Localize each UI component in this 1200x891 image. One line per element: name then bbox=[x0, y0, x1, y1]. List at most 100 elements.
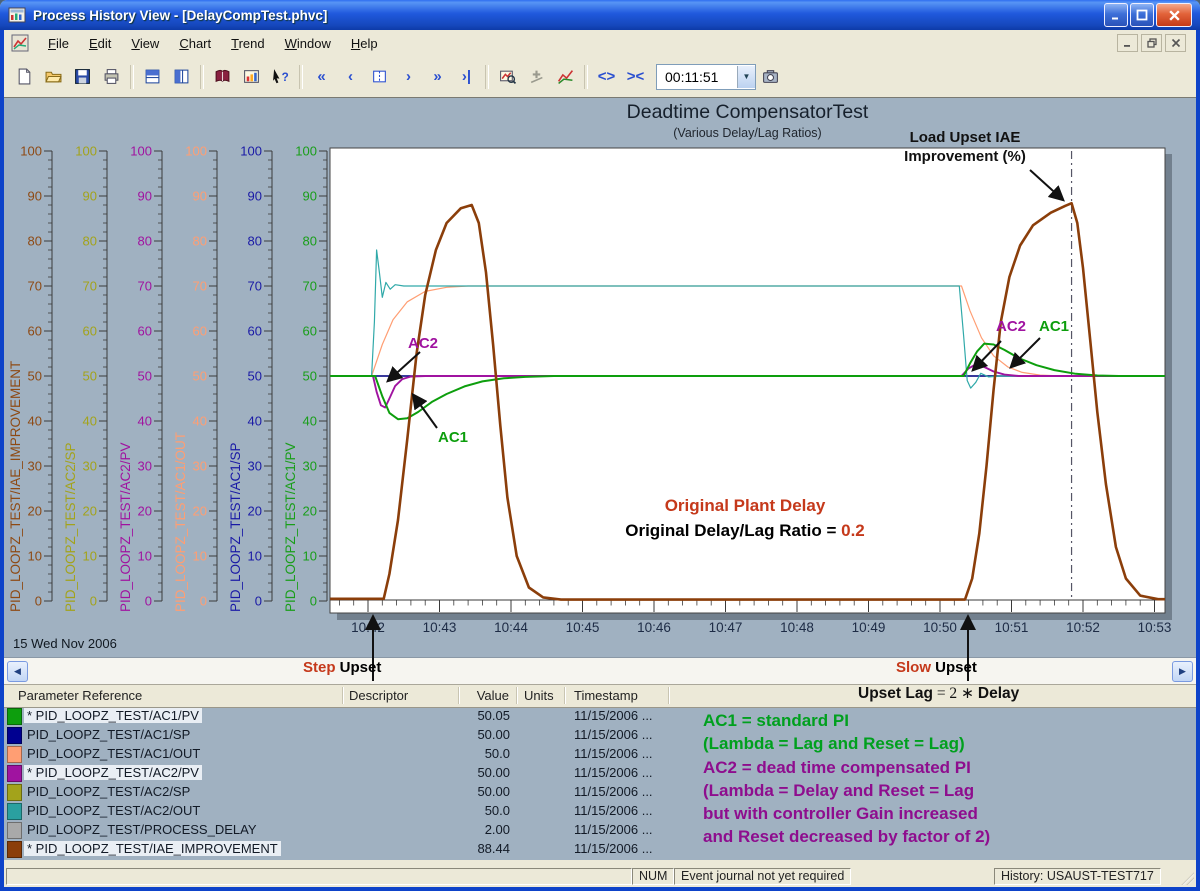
svg-text:10:42: 10:42 bbox=[351, 620, 385, 635]
toolbar-separator bbox=[130, 64, 134, 89]
parameter-timestamp: 11/15/2006 ... bbox=[574, 803, 653, 818]
table-row[interactable]: PID_LOOPZ_TEST/PROCESS_DELAY 2.00 11/15/20… bbox=[4, 821, 704, 840]
table-row[interactable]: * PID_LOOPZ_TEST/AC1/PV 50.05 11/15/2006 .… bbox=[4, 707, 704, 726]
parameter-name[interactable]: * PID_LOOPZ_TEST/AC1/PV bbox=[24, 708, 202, 723]
save-button[interactable] bbox=[68, 63, 97, 91]
nav-first-button[interactable]: « bbox=[307, 63, 336, 91]
parameter-name[interactable]: PID_LOOPZ_TEST/PROCESS_DELAY bbox=[27, 822, 257, 837]
time-scrollbar[interactable]: ◀ ▶ bbox=[4, 657, 1196, 685]
window-title: Process History View - [DelayCompTest.ph… bbox=[33, 7, 328, 23]
time-offset-value[interactable]: 00:11:51 bbox=[665, 68, 719, 85]
controller-notes: AC1 = standard PI (Lambda = Lag and Reset… bbox=[703, 709, 990, 849]
parameter-timestamp: 11/15/2006 ... bbox=[574, 765, 653, 780]
parameter-name[interactable]: PID_LOOPZ_TEST/AC2/OUT bbox=[27, 803, 201, 818]
svg-text:10: 10 bbox=[193, 549, 207, 564]
window-border-bottom bbox=[0, 887, 1200, 891]
svg-text:10:45: 10:45 bbox=[566, 620, 600, 635]
series-color-swatch bbox=[7, 765, 22, 782]
series-color-swatch bbox=[7, 746, 22, 763]
maximize-button[interactable] bbox=[1130, 3, 1154, 27]
new-file-button[interactable] bbox=[10, 63, 39, 91]
resize-grip[interactable] bbox=[1181, 872, 1194, 885]
chevron-down-icon[interactable]: ▼ bbox=[737, 65, 755, 88]
col-descriptor[interactable]: Descriptor bbox=[349, 688, 409, 703]
mdi-minimize-button[interactable] bbox=[1117, 34, 1138, 52]
mdi-close-button[interactable] bbox=[1165, 34, 1186, 52]
svg-text:50: 50 bbox=[193, 369, 207, 384]
parameter-value: 50.05 bbox=[477, 708, 510, 723]
view-all-button[interactable] bbox=[493, 63, 522, 91]
svg-text:80: 80 bbox=[138, 234, 152, 249]
parameter-name[interactable]: * PID_LOOPZ_TEST/AC2/PV bbox=[24, 765, 202, 780]
status-gap bbox=[4, 860, 1196, 866]
tile-vertical-button[interactable] bbox=[167, 63, 196, 91]
snapshot-button[interactable] bbox=[756, 63, 785, 91]
svg-text:10: 10 bbox=[83, 549, 97, 564]
compress-x-button[interactable]: >< bbox=[621, 63, 650, 91]
mdi-restore-button[interactable] bbox=[1141, 34, 1162, 52]
status-event: Event journal not yet required bbox=[674, 868, 852, 885]
svg-text:0: 0 bbox=[35, 594, 42, 609]
nav-page-button[interactable] bbox=[365, 63, 394, 91]
upset-lag-annotation: Upset Lag = 2 ∗ Delay bbox=[858, 685, 1020, 702]
close-button[interactable] bbox=[1156, 3, 1192, 27]
open-folder-button[interactable] bbox=[39, 63, 68, 91]
parameter-value: 2.00 bbox=[484, 822, 510, 837]
new-file-icon bbox=[18, 68, 31, 85]
menu-view[interactable]: View bbox=[131, 35, 160, 51]
svg-text:20: 20 bbox=[248, 504, 262, 519]
toolbar-separator bbox=[299, 64, 303, 89]
table-header: Parameter Reference Descriptor Value Uni… bbox=[4, 684, 1196, 708]
menu-edit[interactable]: Edit bbox=[88, 35, 112, 51]
menu-help[interactable]: Help bbox=[350, 35, 378, 51]
tile-horizontal-button[interactable] bbox=[138, 63, 167, 91]
svg-text:20: 20 bbox=[193, 504, 207, 519]
svg-text:40: 40 bbox=[248, 414, 262, 429]
scroll-right-icon[interactable]: ▶ bbox=[1172, 661, 1193, 682]
col-timestamp[interactable]: Timestamp bbox=[574, 688, 638, 703]
parameter-name[interactable]: PID_LOOPZ_TEST/AC1/SP bbox=[27, 727, 191, 742]
view-all-icon bbox=[500, 70, 516, 85]
table-row[interactable]: * PID_LOOPZ_TEST/AC2/PV 50.00 11/15/2006 .… bbox=[4, 764, 704, 783]
menu-trend[interactable]: Trend bbox=[231, 35, 265, 51]
col-value[interactable]: Value bbox=[476, 688, 509, 703]
print-button[interactable] bbox=[97, 63, 126, 91]
document-icon[interactable] bbox=[11, 34, 29, 52]
curve-style-button[interactable] bbox=[551, 63, 580, 91]
slow-upset-annotation: Slow Upset bbox=[896, 659, 977, 676]
note-line: and Reset decreased by factor of 2) bbox=[703, 827, 991, 847]
menu-window[interactable]: Window bbox=[284, 35, 331, 51]
menu-chart[interactable]: Chart bbox=[179, 35, 212, 51]
svg-text:10:49: 10:49 bbox=[852, 620, 886, 635]
parameter-name[interactable]: * PID_LOOPZ_TEST/IAE_IMPROVEMENT bbox=[24, 841, 281, 856]
nav-prev-button[interactable]: ‹ bbox=[336, 63, 365, 91]
time-offset-combo[interactable]: 00:11:51 ▼ bbox=[656, 63, 756, 90]
help-book-button[interactable] bbox=[208, 63, 237, 91]
add-curve-button[interactable] bbox=[522, 63, 551, 91]
col-units[interactable]: Units bbox=[524, 688, 554, 703]
parameter-name[interactable]: PID_LOOPZ_TEST/AC1/OUT bbox=[27, 746, 201, 761]
svg-text:10: 10 bbox=[138, 549, 152, 564]
minimize-button[interactable] bbox=[1104, 3, 1128, 27]
expand-x-button[interactable]: <> bbox=[592, 63, 621, 91]
chart-subtitle: (Various Delay/Lag Ratios) bbox=[673, 126, 822, 140]
nav-last-button[interactable]: ›| bbox=[452, 63, 481, 91]
col-parameter-reference[interactable]: Parameter Reference bbox=[18, 688, 143, 703]
table-row[interactable]: PID_LOOPZ_TEST/AC1/OUT 50.0 11/15/2006 ... bbox=[4, 745, 704, 764]
chart-settings-button[interactable] bbox=[237, 63, 266, 91]
parameter-name[interactable]: PID_LOOPZ_TEST/AC2/SP bbox=[27, 784, 191, 799]
table-row[interactable]: PID_LOOPZ_TEST/AC1/SP 50.00 11/15/2006 ... bbox=[4, 726, 704, 745]
table-row[interactable]: PID_LOOPZ_TEST/AC2/OUT 50.0 11/15/2006 ... bbox=[4, 802, 704, 821]
scroll-left-icon[interactable]: ◀ bbox=[7, 661, 28, 682]
table-row[interactable]: PID_LOOPZ_TEST/AC2/SP 50.00 11/15/2006 ... bbox=[4, 783, 704, 802]
context-help-button[interactable]: ? bbox=[266, 63, 295, 91]
toolbar-separator bbox=[584, 64, 588, 89]
nav-jump-button[interactable]: » bbox=[423, 63, 452, 91]
status-history: History: USAUST-TEST717 bbox=[994, 868, 1161, 885]
table-row[interactable]: * PID_LOOPZ_TEST/IAE_IMPROVEMENT 88.44 11/… bbox=[4, 840, 704, 859]
svg-text:PID_LOOPZ_TEST/AC2/PV: PID_LOOPZ_TEST/AC2/PV bbox=[118, 442, 133, 612]
menu-file[interactable]: File bbox=[48, 35, 69, 51]
nav-next-button[interactable]: › bbox=[394, 63, 423, 91]
svg-text:PID_LOOPZ_TEST/AC2/SP: PID_LOOPZ_TEST/AC2/SP bbox=[63, 442, 78, 612]
